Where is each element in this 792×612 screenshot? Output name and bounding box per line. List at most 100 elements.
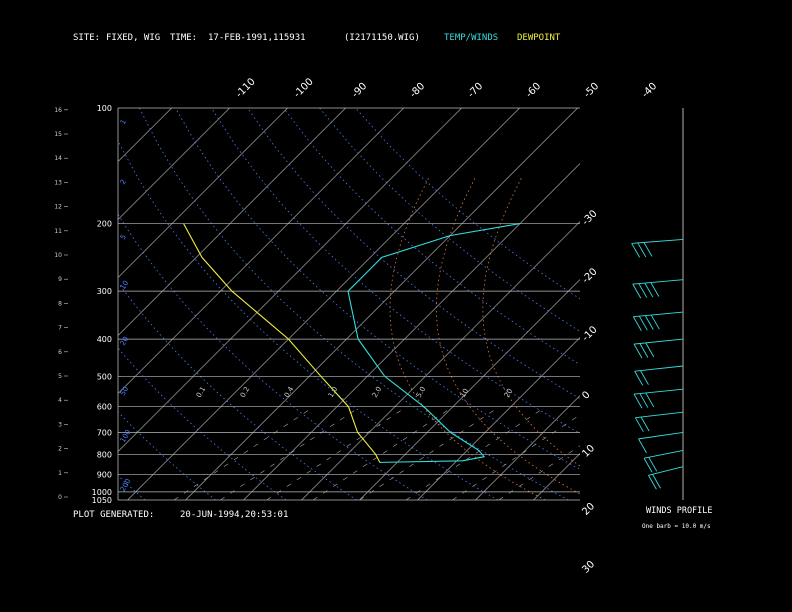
dry-adiabat xyxy=(283,108,580,366)
wind-barb xyxy=(638,283,648,298)
pressure-label: 600 xyxy=(97,403,112,412)
dry-adiabat xyxy=(0,108,74,500)
mixing-ratio-line xyxy=(173,406,314,500)
isotherm-line xyxy=(650,108,792,500)
wind-barb xyxy=(640,416,650,432)
wind-barb xyxy=(647,475,657,490)
mixing-ratio-line xyxy=(452,414,580,500)
isotherm-line xyxy=(475,395,580,500)
dry-adiabat xyxy=(118,139,499,500)
file-id: (I2171150.WIG) xyxy=(344,33,420,43)
isotherm-line xyxy=(708,108,792,500)
isotherm-top-label: -80 xyxy=(408,81,427,100)
dry-adiabat-label: 10 xyxy=(119,279,130,291)
pressure-label: 700 xyxy=(97,428,112,437)
dry-adiabat xyxy=(355,108,580,300)
dry-adiabat xyxy=(139,108,569,500)
height-label: 16 xyxy=(54,107,62,114)
wind-barb xyxy=(638,438,647,454)
isotherm-line xyxy=(118,108,230,221)
dry-adiabat xyxy=(211,108,580,434)
height-label: 10 xyxy=(54,252,62,259)
time-label: TIME: xyxy=(170,33,198,43)
wind-barb xyxy=(643,457,653,473)
isotherm-line xyxy=(118,108,462,453)
isotherm-line xyxy=(127,108,520,500)
isotherm-line xyxy=(185,108,578,500)
pressure-label: 1050 xyxy=(92,496,112,505)
wind-barb xyxy=(643,242,653,257)
mixing-ratio-line xyxy=(359,406,500,500)
wind-barb xyxy=(644,282,654,298)
wind-barb xyxy=(640,370,649,385)
wind-barb xyxy=(644,315,654,330)
height-label: 7 xyxy=(58,325,62,332)
wind-barb xyxy=(637,242,647,258)
mixing-ratio-line xyxy=(220,406,361,500)
site-value: FIXED, WIG xyxy=(106,33,161,43)
mixing-ratio-label: 0.1 xyxy=(195,385,207,399)
isotherm-line xyxy=(118,108,404,395)
isotherm-line xyxy=(0,108,114,500)
generated-label: PLOT GENERATED: xyxy=(73,510,155,520)
isotherm-right-label: -10 xyxy=(580,324,599,343)
isotherm-line xyxy=(118,108,288,279)
mixing-ratio-label: 0.4 xyxy=(283,385,296,399)
dry-adiabat xyxy=(247,108,580,400)
isotherm-line xyxy=(533,453,580,500)
barb-note: One barb = 10.0 m/s xyxy=(642,523,711,530)
pressure-label: 200 xyxy=(97,220,112,229)
wind-barb xyxy=(639,393,649,408)
dry-adiabat-label: 20 xyxy=(119,335,130,347)
isotherm-line xyxy=(301,221,580,500)
dry-adiabat xyxy=(175,108,580,470)
isotherm-right-label: 30 xyxy=(580,559,597,576)
height-label: 2 xyxy=(58,446,62,453)
wind-barb xyxy=(650,282,660,297)
height-label: 1 xyxy=(58,470,62,477)
isotherm-top-label: -70 xyxy=(466,81,485,100)
isotherm-line xyxy=(592,108,792,500)
legend-dew: DEWPOINT xyxy=(517,33,561,43)
height-label: 9 xyxy=(58,276,62,283)
isotherm-line xyxy=(118,108,172,163)
dry-adiabat-label: 2 xyxy=(119,178,128,186)
isotherm-top-label: -100 xyxy=(292,76,316,100)
dry-adiabat xyxy=(118,213,428,500)
mixing-ratio-label: 5.0 xyxy=(415,385,427,399)
isotherm-right-label: -30 xyxy=(580,208,599,227)
wind-barb xyxy=(639,343,649,358)
isotherm-line xyxy=(118,108,346,337)
dewpoint-trace xyxy=(183,223,381,463)
wind-staff xyxy=(633,338,684,345)
time-value: 17-FEB-1991,115931 xyxy=(208,33,306,43)
wind-staff xyxy=(635,411,684,419)
winds-title: WINDS PROFILE xyxy=(646,506,713,516)
legend-temp: TEMP/WINDS xyxy=(444,33,499,43)
site-label: SITE: xyxy=(73,33,101,43)
pressure-label: 1000 xyxy=(92,488,112,497)
height-label: 8 xyxy=(58,300,62,307)
isotherm-top-label: -60 xyxy=(524,81,543,100)
pressure-label: 800 xyxy=(97,451,112,460)
isotherm-top-label: -110 xyxy=(234,76,258,100)
wind-barb xyxy=(652,474,661,489)
dry-adiabat xyxy=(118,411,216,500)
height-label: 3 xyxy=(58,421,62,428)
height-label: 12 xyxy=(54,204,62,211)
height-label: 15 xyxy=(54,131,62,138)
mixing-ratio-label: 0.2 xyxy=(239,385,251,399)
wind-barb xyxy=(632,316,642,331)
height-label: 4 xyxy=(58,397,62,404)
wind-barb xyxy=(650,314,660,330)
mixing-ratio-label: 10 xyxy=(459,387,470,399)
wind-staff xyxy=(633,388,684,395)
wind-barb xyxy=(633,343,643,359)
isotherm-right-label: -20 xyxy=(580,266,599,285)
wind-barb xyxy=(633,393,643,409)
mixing-ratio-line xyxy=(498,445,580,500)
dry-adiabat-label: 100 xyxy=(119,428,133,444)
height-label: 14 xyxy=(54,155,62,162)
dry-adiabat xyxy=(0,108,4,500)
mixing-ratio-line xyxy=(313,406,454,500)
